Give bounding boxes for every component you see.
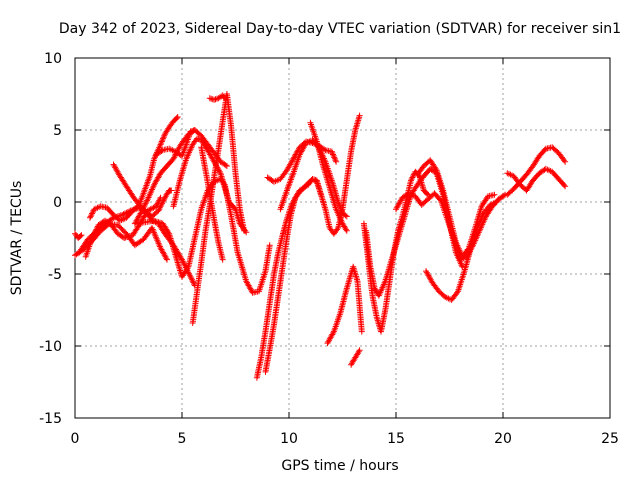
- y-tick-label: -10: [39, 339, 62, 355]
- x-tick-label: 0: [71, 431, 80, 447]
- y-axis-label: SDTVAR / TECUs: [9, 181, 25, 296]
- data-points: [414, 157, 498, 260]
- series-arc-20: [348, 347, 363, 368]
- plot-frame: [74, 57, 611, 419]
- series-arc-18: [307, 119, 350, 234]
- x-tick-label: 25: [601, 431, 619, 447]
- data-points: [76, 187, 175, 256]
- y-tick-label: -5: [48, 267, 62, 283]
- x-tick-label: 5: [178, 431, 187, 447]
- data-points: [198, 144, 226, 263]
- y-tick-label: 5: [53, 123, 62, 139]
- x-axis-label: GPS time / hours: [281, 458, 398, 474]
- chart-title: Day 342 of 2023, Sidereal Day-to-day VTE…: [59, 21, 621, 37]
- data-points: [262, 112, 363, 375]
- y-tick-label: -15: [39, 411, 62, 427]
- series-arc-12: [206, 92, 228, 103]
- series-arc-27: [504, 165, 569, 194]
- series-arc-15: [262, 112, 363, 375]
- data-points: [110, 114, 181, 208]
- x-tick-label: 10: [280, 431, 298, 447]
- y-tick-label: 0: [53, 195, 62, 211]
- data-points: [72, 230, 85, 241]
- data-points: [504, 165, 569, 194]
- data-points: [324, 263, 365, 347]
- series-arc-13: [198, 144, 226, 263]
- y-tick-label: 10: [44, 51, 62, 67]
- plot-border: [74, 57, 611, 419]
- data-layer: [72, 91, 569, 381]
- series-arc-06: [110, 114, 181, 208]
- data-points: [348, 347, 363, 368]
- series-arc-19: [324, 263, 365, 347]
- x-tick-label: 20: [494, 431, 512, 447]
- y-axis: -15 -10 -5 0 5 10: [39, 51, 610, 427]
- x-axis: 0 5 10 15 20 25: [71, 58, 619, 447]
- series-arc-01: [72, 230, 85, 241]
- data-points: [307, 119, 350, 234]
- series-arc-05: [76, 187, 175, 256]
- series-arc-25: [414, 157, 498, 260]
- data-points: [206, 92, 228, 103]
- x-tick-label: 15: [387, 431, 405, 447]
